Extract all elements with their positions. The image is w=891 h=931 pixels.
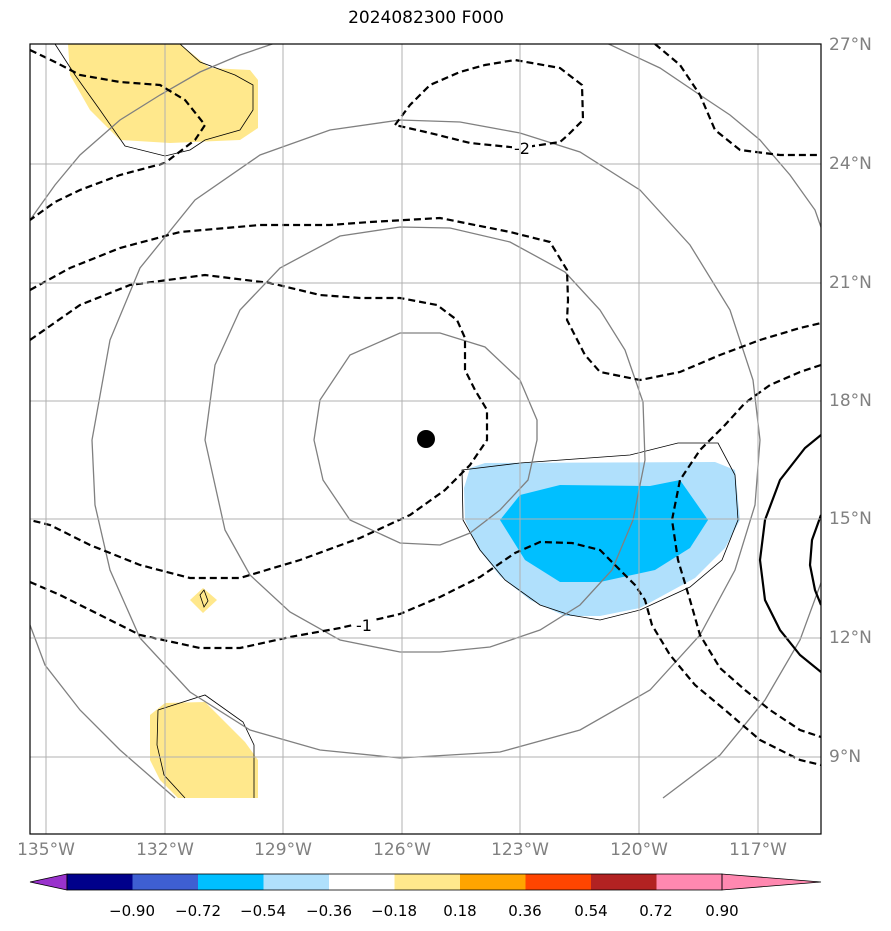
- lat-label: 9°N: [829, 747, 862, 767]
- lon-label: 117°W: [729, 840, 787, 860]
- lon-label: 135°W: [17, 840, 75, 860]
- positive-shade-sw: [150, 702, 258, 798]
- grey-contour-layer: [30, 44, 821, 799]
- colorbar-segment: [656, 874, 722, 890]
- colorbar-segment: [329, 874, 395, 890]
- colorbar-label: −0.72: [175, 902, 221, 920]
- colorbar-label: 0.54: [574, 902, 608, 920]
- lat-label: 24°N: [829, 154, 872, 174]
- negative-shade-mid: [500, 480, 708, 582]
- map-frame: [29, 43, 822, 835]
- colorbar-label: 0.90: [705, 902, 739, 920]
- contour-label-layer: -2 -1: [352, 139, 532, 635]
- lon-label: 129°W: [254, 840, 312, 860]
- contour-label: -1: [356, 616, 372, 635]
- storm-center-marker: [417, 430, 435, 448]
- lat-label: 12°N: [829, 628, 872, 648]
- positive-shade-small: [190, 588, 217, 613]
- colorbar-extend-high: [721, 873, 822, 891]
- colorbar: [29, 873, 822, 891]
- shade-outline-layer: [54, 44, 739, 799]
- shading-layer: [68, 44, 740, 798]
- colorbar-label: −0.18: [371, 902, 417, 920]
- lat-label: 27°N: [829, 35, 872, 55]
- colorbar-segment: [263, 874, 329, 890]
- colorbar-label: 0.36: [508, 902, 542, 920]
- gridline-layer: [30, 44, 821, 834]
- colorbar-segment: [460, 874, 526, 890]
- colorbar-extend-low: [29, 873, 68, 891]
- colorbar-segment: [198, 874, 264, 890]
- colorbar-segment: [591, 874, 657, 890]
- colorbar-segment: [394, 874, 460, 890]
- colorbar-label: 0.72: [639, 902, 673, 920]
- contour-label: -2: [514, 139, 530, 158]
- map-title: 2024082300 F000: [348, 8, 504, 28]
- lat-label: 18°N: [829, 391, 872, 411]
- lon-label: 123°W: [491, 840, 549, 860]
- colorbar-label: −0.54: [240, 902, 286, 920]
- lon-label: 126°W: [373, 840, 431, 860]
- colorbar-label: −0.90: [109, 902, 155, 920]
- lon-label: 120°W: [610, 840, 668, 860]
- colorbar-segment: [67, 874, 133, 890]
- lon-label: 132°W: [136, 840, 194, 860]
- solid-contour-layer: [758, 434, 821, 673]
- colorbar-segment: [525, 874, 591, 890]
- colorbar-label: −0.36: [306, 902, 352, 920]
- lat-label: 15°N: [829, 509, 872, 529]
- lat-label: 21°N: [829, 273, 872, 293]
- colorbar-label: 0.18: [443, 902, 477, 920]
- colorbar-segment: [132, 874, 198, 890]
